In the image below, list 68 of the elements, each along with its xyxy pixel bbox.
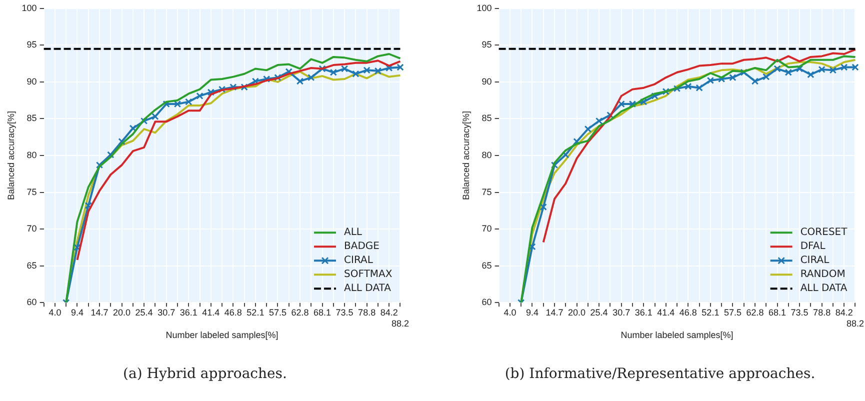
text: (b) Informative/Representative approaches. — [504, 366, 816, 382]
y-tick-label: 80 — [26, 150, 37, 160]
x-tick-label: 9.4 — [526, 307, 538, 318]
x-tick-label: 30.7 — [612, 307, 630, 318]
x-tick-label: 4.0 — [504, 307, 516, 318]
x-tick-label: 36.1 — [180, 307, 198, 318]
text: (a) Hybrid approaches. — [122, 366, 288, 382]
legend-label: BADGE — [344, 241, 380, 252]
x-tick-label: 36.1 — [634, 307, 652, 318]
legend-label: CORESET — [800, 227, 848, 238]
x-axis-title: Number labeled samples[%] — [620, 330, 734, 340]
x-tick-label: 46.8 — [679, 307, 697, 318]
y-tick-label: 85 — [482, 113, 492, 124]
x-tick-label: 84.2 — [835, 307, 853, 318]
x-tick-label: 52.1 — [702, 307, 720, 318]
legend-label: DFAL — [800, 241, 826, 252]
x-tick-label: 4.0 — [48, 307, 62, 318]
y-tick-label: 65 — [482, 260, 492, 270]
y-tick-label: 80 — [482, 150, 492, 160]
x-tick-label: 73.5 — [790, 307, 808, 318]
x-tick-label: 62.8 — [291, 307, 309, 318]
legend-label: CIRAL — [800, 255, 830, 266]
y-tick-label: 75 — [26, 186, 37, 197]
x-tick-label: 68.1 — [314, 307, 332, 318]
x-tick-label: 20.0 — [113, 307, 131, 318]
x-tick-label: 41.4 — [202, 307, 220, 318]
y-tick-label: 90 — [26, 76, 37, 86]
x-tick-label: 57.5 — [268, 307, 286, 318]
y-tick-label: 85 — [26, 113, 37, 124]
y-tick-label: 95 — [26, 40, 37, 50]
x-tick-label: 84.2 — [380, 307, 398, 318]
y-tick-label: 70 — [482, 224, 492, 234]
legend-label: ALL DATA — [344, 283, 392, 294]
legend-label: ALL DATA — [800, 283, 848, 294]
x-tick-label: 62.8 — [746, 307, 764, 318]
x-tick-label: 46.8 — [224, 307, 242, 318]
x-tick-label: 41.4 — [657, 307, 675, 318]
x-tick-label: 30.7 — [158, 307, 176, 318]
legend-label: SOFTMAX — [344, 269, 392, 280]
x-tick-label: 9.4 — [70, 307, 84, 318]
y-tick-label: 60 — [482, 297, 492, 308]
x-tick-label: 68.1 — [768, 307, 786, 318]
x-tick-label: 20.0 — [568, 307, 586, 318]
x-tick-label: 88.2 — [391, 318, 410, 328]
x-tick-label: 78.8 — [813, 307, 831, 318]
x-axis-title: Number labeled samples[%] — [166, 330, 278, 340]
x-tick-label: 25.4 — [590, 307, 608, 318]
legend-label: CIRAL — [344, 255, 374, 266]
y-axis-title: Balanced accuracy[%] — [6, 110, 16, 200]
x-tick-label: 14.7 — [546, 307, 564, 318]
y-tick-label: 100 — [22, 2, 37, 13]
x-tick-label: 88.2 — [846, 318, 864, 328]
x-tick-label: 73.5 — [336, 307, 354, 318]
y-tick-label: 65 — [26, 260, 37, 270]
legend-label: ALL — [344, 227, 362, 238]
x-tick-label: 25.4 — [135, 307, 153, 318]
y-tick-label: 70 — [26, 224, 37, 234]
y-tick-label: 90 — [482, 76, 492, 86]
y-tick-label: 95 — [482, 40, 492, 50]
x-tick-label: 78.8 — [358, 307, 376, 318]
y-tick-label: 60 — [26, 297, 37, 308]
x-tick-label: 14.7 — [90, 307, 108, 318]
x-tick-label: 52.1 — [246, 307, 264, 318]
y-tick-label: 100 — [476, 2, 492, 13]
y-axis-title: Balanced accuracy[%] — [460, 110, 471, 200]
x-tick-label: 57.5 — [724, 307, 742, 318]
legend-label: RANDOM — [800, 269, 846, 280]
y-tick-label: 75 — [482, 186, 492, 197]
